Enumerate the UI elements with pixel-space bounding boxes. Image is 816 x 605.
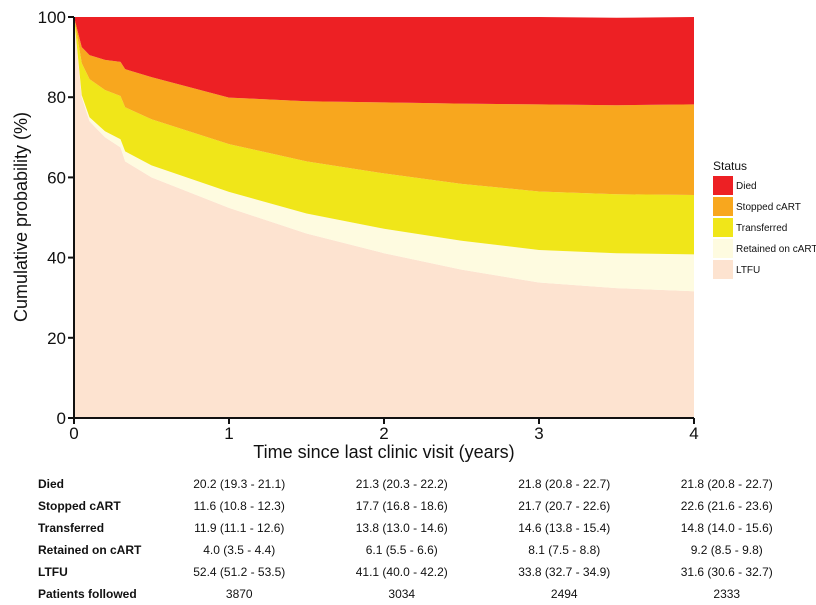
- y-axis-title: Cumulative probability (%): [11, 112, 31, 322]
- legend-swatch: [713, 239, 733, 258]
- y-tick-label: 80: [47, 88, 66, 107]
- y-tick-label: 0: [57, 409, 66, 428]
- row-label: Retained on cART: [38, 543, 142, 557]
- table-cell: 14.8 (14.0 - 15.6): [680, 521, 773, 535]
- row-label: Stopped cART: [38, 499, 121, 513]
- legend-label: Transferred: [736, 223, 787, 234]
- table-cell: 31.6 (30.6 - 32.7): [680, 565, 773, 579]
- x-tick-label: 1: [224, 424, 233, 443]
- table-cell: 14.6 (13.8 - 15.4): [518, 521, 611, 535]
- row-label: Transferred: [38, 521, 105, 535]
- table-row: Patients followed 3870 3034 2494 2333: [38, 583, 808, 605]
- table-cell: 11.6 (10.8 - 12.3): [193, 499, 285, 513]
- table-cell: 21.3 (20.3 - 22.2): [355, 477, 448, 491]
- table-cell: 22.6 (21.6 - 23.6): [680, 499, 773, 513]
- area-stopped-cart: [74, 17, 694, 196]
- table-row: Stopped cART 11.6 (10.8 - 12.3) 17.7 (16.8…: [38, 495, 808, 517]
- row-label: Patients followed: [38, 587, 137, 601]
- table-cell: 21.8 (20.8 - 22.7): [680, 477, 773, 491]
- table-row: Died 20.2 (19.3 - 21.1) 21.3 (20.3 - 22.2)…: [38, 473, 808, 495]
- table-cell: 17.7 (16.8 - 18.6): [355, 499, 448, 513]
- stacked-area-chart: 0 20 40 60 80 100 0 1 2 3 4 Cumulative probability…: [11, 8, 816, 462]
- x-tick-label: 4: [689, 424, 698, 443]
- area-died: [74, 17, 694, 106]
- area-ltfu: [74, 17, 694, 418]
- table-cell: 41.1 (40.0 - 42.2): [355, 565, 448, 579]
- table-row: LTFU 52.4 (51.2 - 53.5) 41.1 (40.0 - 42.2)…: [38, 561, 808, 583]
- table-cell: 13.8 (13.0 - 14.6): [355, 521, 448, 535]
- x-tick-label: 2: [379, 424, 388, 443]
- legend-swatch: [713, 197, 733, 216]
- table-cell: 3034: [388, 587, 416, 601]
- table-cell: 52.4 (51.2 - 53.5): [193, 565, 286, 579]
- table-row: Transferred 11.9 (11.1 - 12.6) 13.8 (13.0 …: [38, 517, 808, 539]
- legend-swatch: [713, 260, 733, 279]
- y-tick-label: 60: [47, 168, 66, 187]
- table-cell: 6.1 (5.5 - 6.6): [365, 543, 438, 557]
- row-label: LTFU: [38, 565, 68, 579]
- legend-label: Retained on cART: [736, 244, 816, 255]
- y-tick-label: 40: [47, 249, 66, 268]
- legend-label: LTFU: [736, 265, 760, 276]
- row-label: Died: [38, 477, 65, 491]
- legend-title: Status: [713, 159, 747, 173]
- table-cell: 8.1 (7.5 - 8.8): [528, 543, 601, 557]
- table-cell: 9.2 (8.5 - 9.8): [690, 543, 763, 557]
- table-cell: 11.9 (11.1 - 12.6): [194, 521, 285, 535]
- table-cell: 2494: [550, 587, 578, 601]
- table-cell: 21.7 (20.7 - 22.6): [518, 499, 611, 513]
- legend-swatch: [713, 218, 733, 237]
- table-cell: 21.8 (20.8 - 22.7): [518, 477, 611, 491]
- area-transferred: [74, 17, 694, 255]
- y-tick-label: 100: [38, 8, 66, 27]
- legend-swatch: [713, 176, 733, 195]
- legend-label: Died: [736, 181, 757, 192]
- x-tick-label: 3: [534, 424, 543, 443]
- table-row: Retained on cART 4.0 (3.5 - 4.4) 6.1 (5.5 …: [38, 539, 808, 561]
- table-cell: 2333: [713, 587, 741, 601]
- chart-axes: 0 20 40 60 80 100 0 1 2 3 4: [38, 8, 699, 443]
- table-cell: 33.8 (32.7 - 34.9): [518, 565, 611, 579]
- x-tick-label: 0: [69, 424, 78, 443]
- legend: Status Died Stopped cART Transferred Retain…: [713, 159, 816, 279]
- x-axis-title: Time since last clinic visit (years): [253, 442, 514, 462]
- legend-label: Stopped cART: [736, 202, 801, 213]
- table-cell: 3870: [225, 587, 253, 601]
- estimates-table-body: Died 20.2 (19.3 - 21.1) 21.3 (20.3 - 22.2)…: [38, 473, 808, 605]
- y-tick-label: 20: [47, 329, 66, 348]
- table-cell: 4.0 (3.5 - 4.4): [203, 543, 276, 557]
- table-cell: 20.2 (19.3 - 21.1): [193, 477, 286, 491]
- area-retained-on-cart: [74, 17, 694, 292]
- chart-areas: [74, 17, 694, 418]
- estimates-table: Died 20.2 (19.3 - 21.1) 21.3 (20.3 - 22.2)…: [38, 473, 808, 605]
